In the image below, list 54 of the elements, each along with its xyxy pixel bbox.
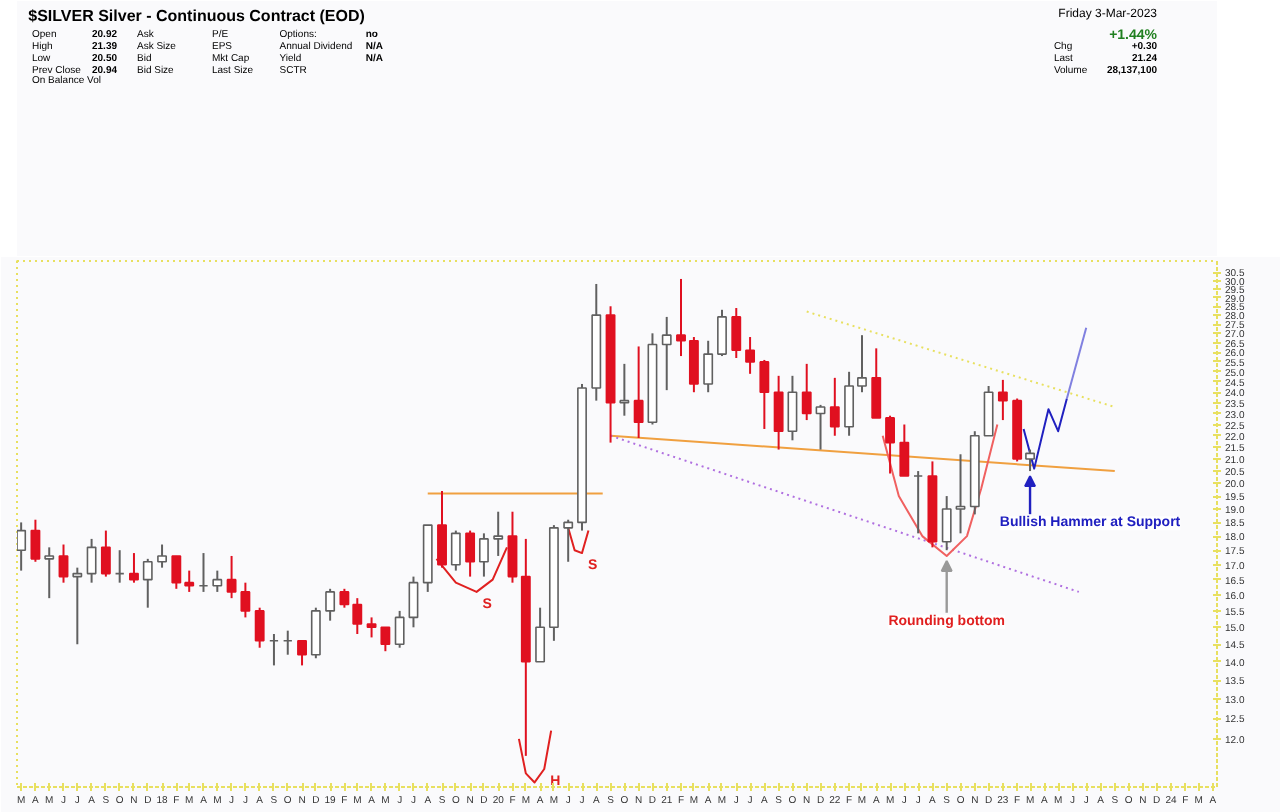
line-series bbox=[881, 423, 999, 557]
candlestick bbox=[787, 374, 798, 442]
candlestick bbox=[773, 374, 784, 451]
candlestick bbox=[450, 529, 461, 572]
candlestick bbox=[745, 336, 756, 375]
candlestick bbox=[380, 626, 391, 653]
candlestick bbox=[437, 489, 447, 569]
candlestick bbox=[633, 345, 644, 440]
candlestick bbox=[801, 362, 812, 422]
candlestick bbox=[983, 385, 994, 437]
candlestick bbox=[129, 552, 139, 584]
candlestick bbox=[72, 566, 83, 646]
candlestick bbox=[829, 376, 840, 437]
candlestick bbox=[717, 308, 727, 358]
candlestick bbox=[955, 453, 966, 535]
candlestick bbox=[703, 339, 714, 394]
candlestick bbox=[478, 532, 489, 578]
candlestick bbox=[815, 403, 826, 451]
candlestick bbox=[465, 529, 476, 578]
candlestick bbox=[58, 543, 69, 584]
candlestick bbox=[871, 347, 882, 419]
candlestick bbox=[759, 358, 770, 430]
candlestick bbox=[997, 378, 1008, 422]
line-series bbox=[1022, 397, 1068, 470]
candlestick bbox=[44, 546, 55, 600]
candlestick bbox=[30, 518, 41, 563]
candlestick bbox=[297, 639, 307, 667]
line-series bbox=[517, 729, 553, 784]
candlestick bbox=[563, 518, 574, 563]
candlestick bbox=[408, 575, 419, 629]
candlestick bbox=[899, 423, 910, 477]
candlestick bbox=[240, 581, 251, 619]
candlestick bbox=[394, 609, 405, 649]
candlestick bbox=[254, 606, 265, 649]
candlestick bbox=[619, 362, 630, 417]
candlestick bbox=[325, 587, 336, 622]
candlestick bbox=[941, 495, 952, 552]
candlestick bbox=[86, 537, 97, 584]
candlestick bbox=[535, 606, 546, 663]
candlestick bbox=[212, 569, 223, 593]
candlestick bbox=[157, 543, 167, 569]
candlestick bbox=[731, 307, 742, 359]
candlestick bbox=[142, 557, 153, 609]
candlestick bbox=[310, 606, 321, 660]
candlestick bbox=[507, 510, 518, 584]
candlestick bbox=[885, 414, 896, 475]
candlestick bbox=[661, 315, 672, 392]
candlestick bbox=[100, 529, 111, 578]
candlestick bbox=[366, 616, 377, 639]
chart-title: $SILVER Silver - Continuous Contract (EOD) bbox=[28, 7, 366, 25]
candlestick bbox=[17, 521, 27, 572]
candlestick bbox=[493, 510, 504, 557]
candlestick bbox=[226, 554, 237, 600]
candlestick bbox=[1025, 448, 1035, 473]
